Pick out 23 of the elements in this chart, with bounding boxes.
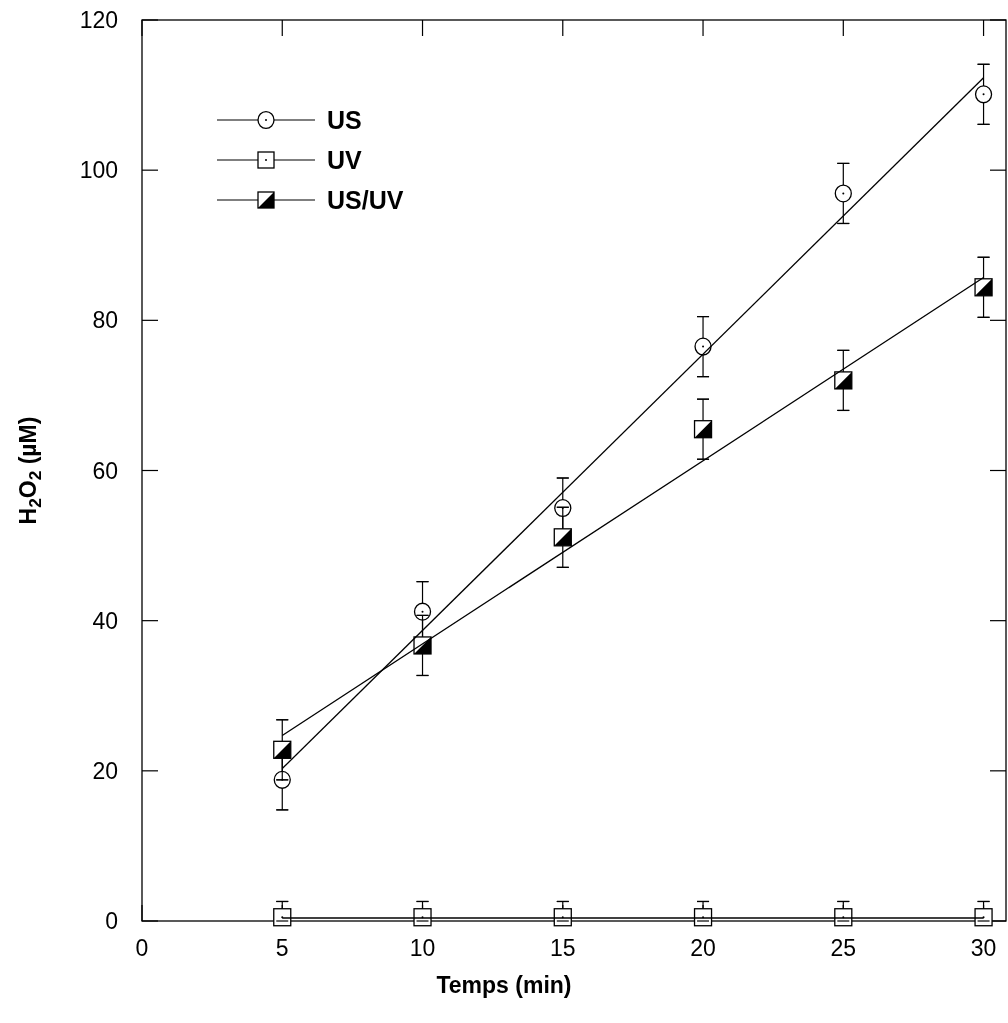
legend-label: US [327,106,362,134]
y-tick-label: 100 [79,157,118,184]
x-tick-label: 10 [409,935,436,961]
point [974,85,993,104]
y-tick-label: 120 [79,7,118,33]
legend-label: US/UV [327,186,404,214]
x-axis-title: Temps (min) [436,972,572,998]
legend-label: UV [327,146,363,174]
x-tick-label: 5 [275,935,289,961]
y-tick-label: 20 [92,757,118,784]
point [834,184,852,203]
x-tick-label: 30 [970,935,997,961]
y-tick-label: 60 [92,457,118,484]
point [694,337,712,356]
x-tick-label: 25 [830,935,857,961]
y-tick-label: 80 [92,307,118,334]
x-tick-label: 20 [690,935,716,961]
y-tick-label: 0 [105,908,118,934]
y-tick-label: 40 [92,607,118,634]
point [273,770,291,789]
x-tick-label: 15 [549,935,576,961]
point [413,602,432,621]
x-tick-label: 0 [135,935,149,961]
